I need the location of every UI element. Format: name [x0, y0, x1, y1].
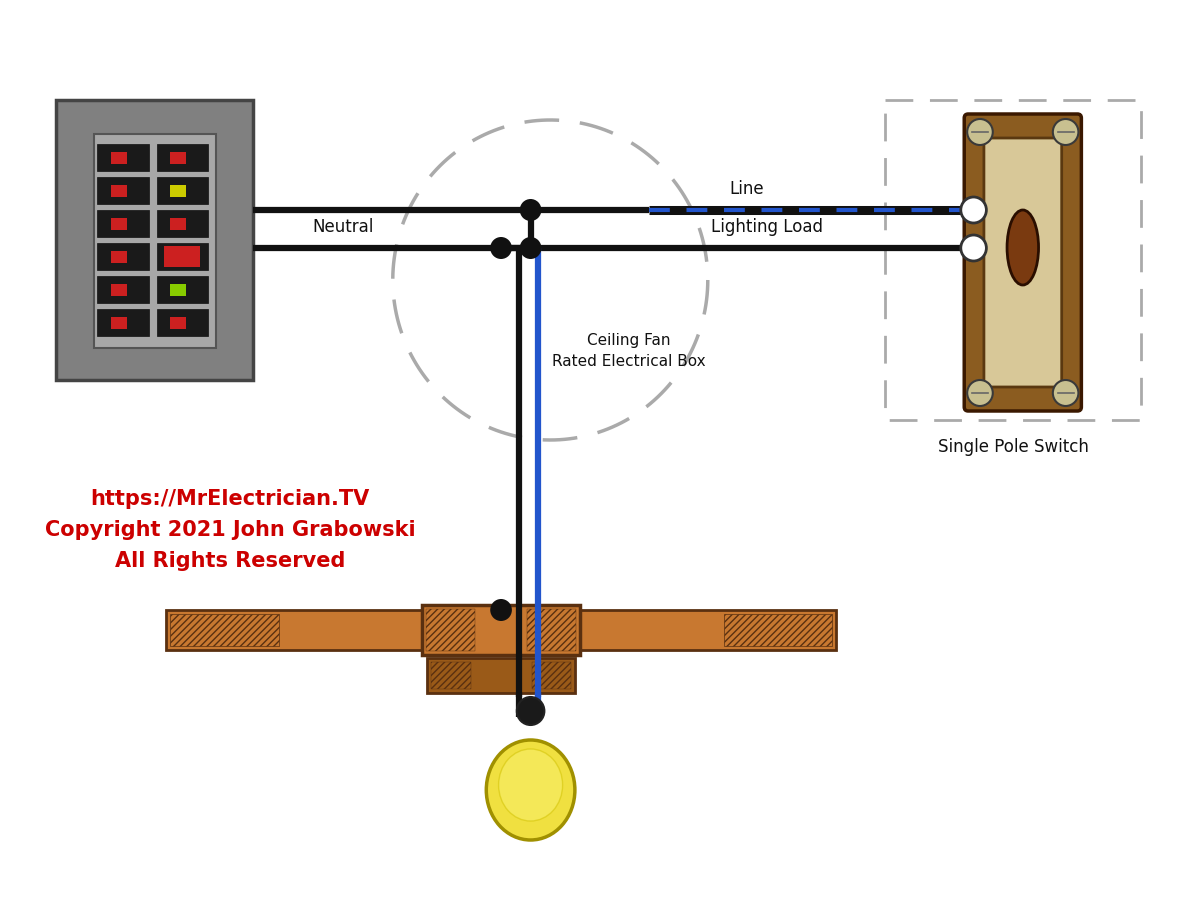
FancyBboxPatch shape	[97, 276, 149, 303]
FancyBboxPatch shape	[984, 138, 1062, 387]
FancyBboxPatch shape	[97, 210, 149, 237]
Circle shape	[520, 199, 541, 221]
FancyBboxPatch shape	[426, 609, 475, 651]
Circle shape	[520, 237, 541, 259]
FancyBboxPatch shape	[527, 609, 576, 651]
Text: Neutral: Neutral	[313, 218, 374, 236]
FancyBboxPatch shape	[170, 317, 186, 329]
Circle shape	[1052, 380, 1079, 406]
FancyBboxPatch shape	[56, 100, 253, 380]
FancyBboxPatch shape	[112, 251, 127, 263]
FancyBboxPatch shape	[112, 317, 127, 329]
FancyBboxPatch shape	[965, 114, 1081, 411]
FancyBboxPatch shape	[170, 152, 186, 164]
FancyBboxPatch shape	[94, 134, 216, 348]
FancyBboxPatch shape	[431, 662, 470, 689]
FancyBboxPatch shape	[170, 185, 186, 197]
FancyBboxPatch shape	[724, 614, 832, 646]
FancyBboxPatch shape	[156, 177, 208, 204]
Circle shape	[491, 237, 512, 259]
Circle shape	[517, 697, 545, 725]
FancyBboxPatch shape	[156, 276, 208, 303]
FancyBboxPatch shape	[532, 662, 571, 689]
FancyBboxPatch shape	[170, 614, 278, 646]
Text: Lighting Load: Lighting Load	[710, 218, 823, 236]
Ellipse shape	[1007, 210, 1038, 285]
FancyBboxPatch shape	[112, 284, 127, 296]
FancyBboxPatch shape	[112, 218, 127, 230]
FancyBboxPatch shape	[112, 185, 127, 197]
FancyBboxPatch shape	[156, 144, 208, 171]
FancyBboxPatch shape	[167, 610, 835, 650]
Circle shape	[967, 119, 992, 145]
FancyBboxPatch shape	[97, 177, 149, 204]
FancyBboxPatch shape	[156, 210, 208, 237]
Circle shape	[967, 380, 992, 406]
Text: Line: Line	[730, 180, 764, 198]
Circle shape	[1052, 119, 1079, 145]
FancyBboxPatch shape	[97, 243, 149, 270]
Circle shape	[961, 197, 986, 223]
FancyBboxPatch shape	[156, 309, 208, 336]
FancyBboxPatch shape	[427, 658, 575, 693]
Ellipse shape	[498, 749, 563, 821]
FancyBboxPatch shape	[97, 309, 149, 336]
FancyBboxPatch shape	[97, 144, 149, 171]
FancyBboxPatch shape	[170, 284, 186, 296]
FancyBboxPatch shape	[422, 605, 580, 655]
Text: Ceiling Fan: Ceiling Fan	[587, 332, 671, 347]
FancyBboxPatch shape	[164, 246, 200, 267]
Text: Rated Electrical Box: Rated Electrical Box	[552, 355, 706, 370]
FancyBboxPatch shape	[156, 243, 208, 270]
Text: https://MrElectrician.TV
Copyright 2021 John Grabowski
All Rights Reserved: https://MrElectrician.TV Copyright 2021 …	[46, 489, 415, 572]
FancyBboxPatch shape	[170, 218, 186, 230]
Text: Single Pole Switch: Single Pole Switch	[937, 438, 1088, 456]
FancyBboxPatch shape	[112, 152, 127, 164]
Circle shape	[491, 599, 512, 621]
Ellipse shape	[486, 740, 575, 840]
Circle shape	[961, 235, 986, 261]
